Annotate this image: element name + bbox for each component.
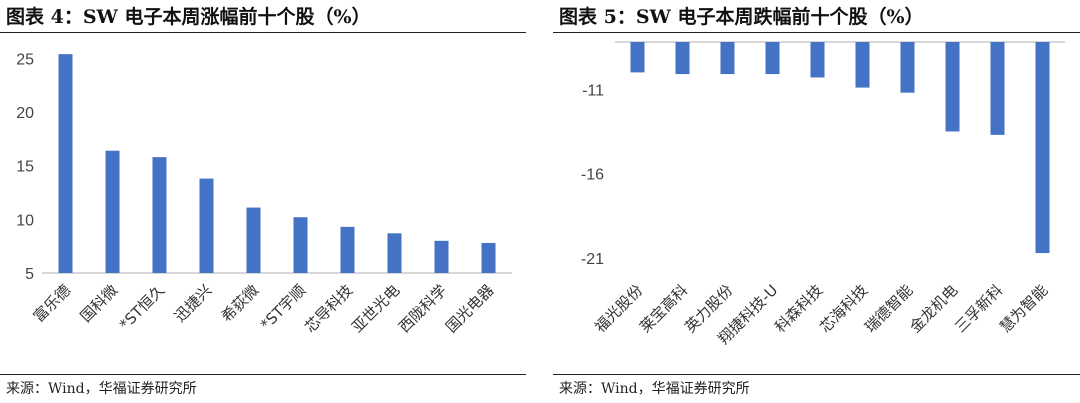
bar [434,240,449,273]
category-label: 亚世光电 [348,281,403,336]
category-label: 富乐德 [30,281,75,326]
bar [765,42,780,75]
category-label: 金龙机电 [906,281,961,336]
category-label: 瑞德智能 [861,281,916,336]
category-label: 迅捷兴 [171,281,216,326]
title-rule [553,32,1080,33]
bar [1035,42,1050,254]
source-rule [0,374,526,375]
category-label: 国光电器 [442,281,497,336]
bar [387,233,402,273]
bar [675,42,690,75]
bar [481,242,496,273]
bar [900,42,915,93]
category-label: 莱宝高科 [636,281,691,336]
y-tick-label: -21 [581,251,604,268]
chart-title: 图表 5：SW 电子本周跌幅前十个股（%） [559,6,924,28]
chart-title: 图表 4：SW 电子本周涨幅前十个股（%） [6,6,371,28]
source-note: 来源：Wind，华福证券研究所 [559,381,750,397]
y-tick-label: -11 [582,82,604,99]
bar [945,42,960,132]
category-label: 希荻微 [218,281,263,326]
bar [630,42,645,73]
bar [855,42,870,88]
category-label: 芯海科技 [816,281,871,336]
y-tick-label: 5 [25,266,34,283]
y-tick-label: 15 [16,159,34,176]
category-label: *ST宇顺 [257,281,309,333]
category-label: 国科微 [77,281,122,326]
title-rule [0,32,526,33]
y-tick-label: 10 [16,212,34,229]
bar [199,178,214,273]
bar [246,207,261,273]
losers-bar-chart: -11-16-21福光股份莱宝高科英力股份翔捷科技-U科森科技芯海科技瑞德智能金… [581,41,1065,348]
category-label: 福光股份 [591,281,646,336]
bar [720,42,735,75]
category-label: 芯导科技 [301,281,356,336]
category-label: *ST恒久 [116,281,168,333]
bar [990,42,1005,135]
bar [293,217,308,273]
y-tick-label: 20 [16,105,34,122]
losers-chart-panel: 图表 5：SW 电子本周跌幅前十个股（%） -11 -16 -21 福光股份 莱宝高科英… [553,0,1080,403]
source-rule [553,374,1080,375]
bar [105,150,120,273]
gainers-bar-chart: 5 10 15 20 25 富乐德 国科微*ST恒久 迅捷兴 希荻微*ST宇顺芯导科技亚世光电西… [16,51,512,336]
category-label: 西陇科学 [395,281,450,336]
bar [58,54,73,273]
bar [340,226,355,273]
category-label: 慧为智能 [996,281,1051,336]
bar [810,42,825,78]
source-note: 来源：Wind，华福证券研究所 [6,381,197,397]
bar [152,157,167,273]
y-tick-label: -16 [581,167,604,184]
category-label: 科森科技 [771,281,826,336]
category-label: 三孚新科 [951,281,1006,336]
y-tick-label: 25 [16,51,34,68]
gainers-chart-panel: 图表 4：SW 电子本周涨幅前十个股（%） 5 10 15 20 25 富乐德 国科微 *ST… [0,0,526,403]
